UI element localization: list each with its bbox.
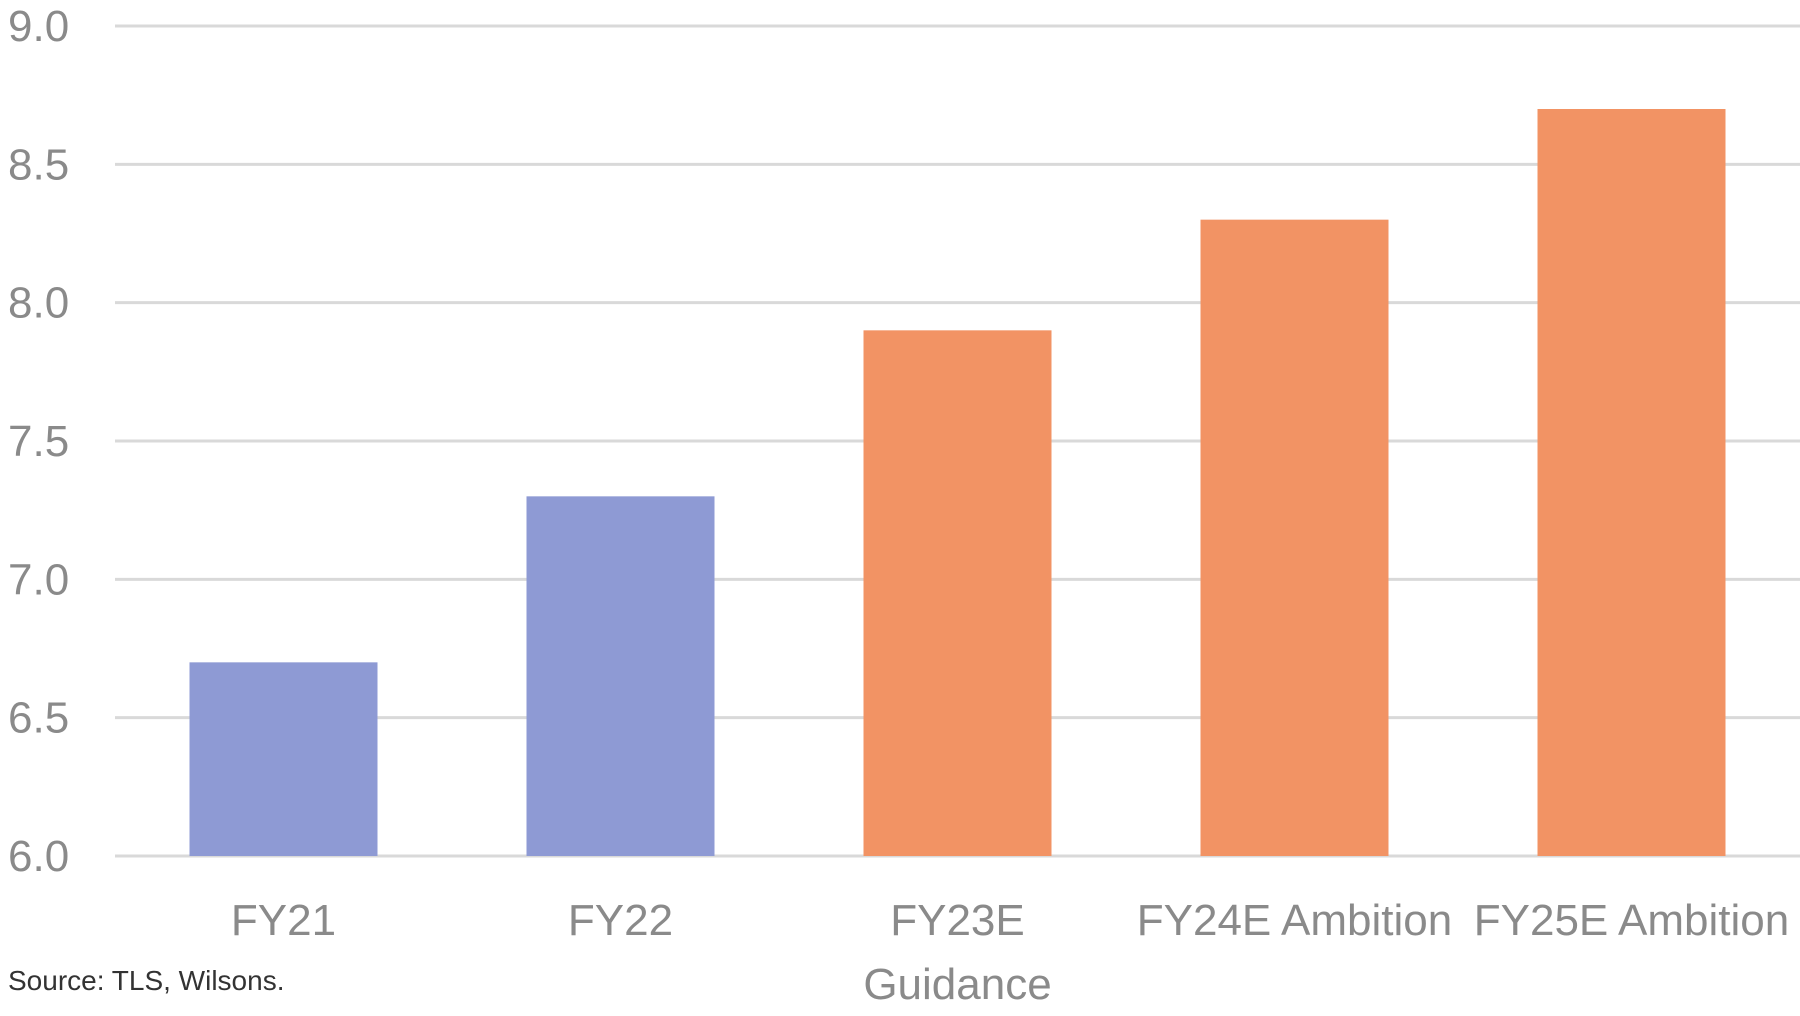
y-tick-label: 8.0 — [8, 279, 69, 328]
y-tick-label: 9.0 — [8, 2, 69, 51]
bars — [189, 109, 1726, 856]
y-axis-ticks: 6.0 6.5 7.0 7.5 8.0 8.5 9.0 — [8, 2, 69, 881]
y-tick-label: 6.0 — [8, 832, 69, 881]
x-category-label: FY24E Ambition — [1137, 896, 1453, 945]
x-category-label-line: FY21 — [231, 896, 336, 945]
x-category-label: FY21 — [231, 896, 336, 945]
y-tick-label: 6.5 — [8, 694, 69, 743]
bar — [526, 496, 715, 856]
x-category-label-line: FY22 — [568, 896, 673, 945]
x-category-label-line: FY24E Ambition — [1137, 896, 1453, 945]
x-category-label-line: FY25E Ambition — [1474, 896, 1790, 945]
x-category-label-line: Guidance — [863, 960, 1051, 1009]
y-tick-label: 7.0 — [8, 555, 69, 604]
x-axis-labels: FY21 FY22 FY23E Guidance FY24E Ambition FY25E… — [231, 896, 1789, 1009]
bar — [189, 662, 378, 856]
x-category-label: FY23E Guidance — [863, 896, 1051, 1009]
source-note: Source: TLS, Wilsons. — [8, 965, 285, 996]
bar — [1537, 109, 1726, 856]
y-tick-label: 7.5 — [8, 417, 69, 466]
x-category-label: FY22 — [568, 896, 673, 945]
x-category-label-line: FY23E — [890, 896, 1025, 945]
x-category-label: FY25E Ambition — [1474, 896, 1790, 945]
bar — [863, 330, 1052, 856]
y-tick-label: 8.5 — [8, 140, 69, 189]
bar — [1200, 219, 1389, 856]
